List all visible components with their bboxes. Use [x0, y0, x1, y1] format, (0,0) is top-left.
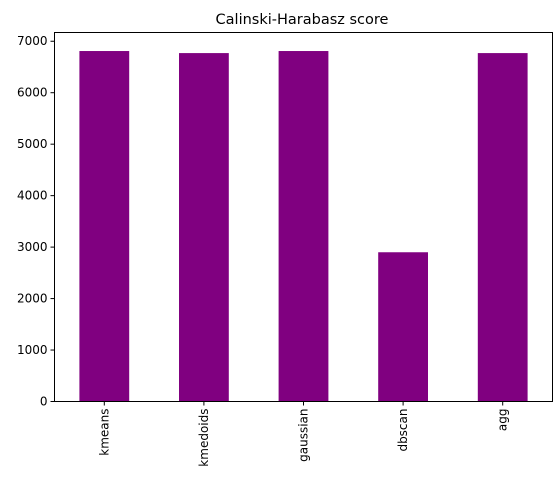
bar-agg — [477, 53, 528, 402]
x-axis: kmeans kmedoids gaussian dbscan agg — [97, 401, 510, 467]
y-axis: 0 1000 2000 3000 4000 5000 6000 7000 — [17, 34, 55, 409]
y-tick-label: 4000 — [17, 189, 48, 203]
y-tick-label: 1000 — [17, 343, 48, 357]
bar-kmeans — [79, 51, 130, 402]
x-tick-label: dbscan — [396, 409, 410, 452]
bar-dbscan — [378, 252, 428, 402]
y-tick-label: 2000 — [17, 292, 48, 306]
x-tick-label: agg — [496, 409, 510, 432]
y-tick-label: 6000 — [17, 86, 48, 100]
y-tick-label: 7000 — [17, 34, 48, 48]
x-tick-label: gaussian — [297, 409, 311, 462]
y-tick-label: 3000 — [17, 240, 48, 254]
y-tick-label: 0 — [40, 395, 48, 409]
bar-gaussian — [278, 51, 329, 402]
x-tick-label: kmeans — [97, 409, 111, 456]
chart-title: Calinski-Harabasz score — [216, 12, 389, 28]
bar-kmedoids — [179, 53, 229, 402]
plot-frame — [54, 32, 553, 402]
x-tick-label: kmedoids — [197, 409, 211, 467]
y-tick-label: 5000 — [17, 137, 48, 151]
bars-layer — [79, 51, 528, 402]
